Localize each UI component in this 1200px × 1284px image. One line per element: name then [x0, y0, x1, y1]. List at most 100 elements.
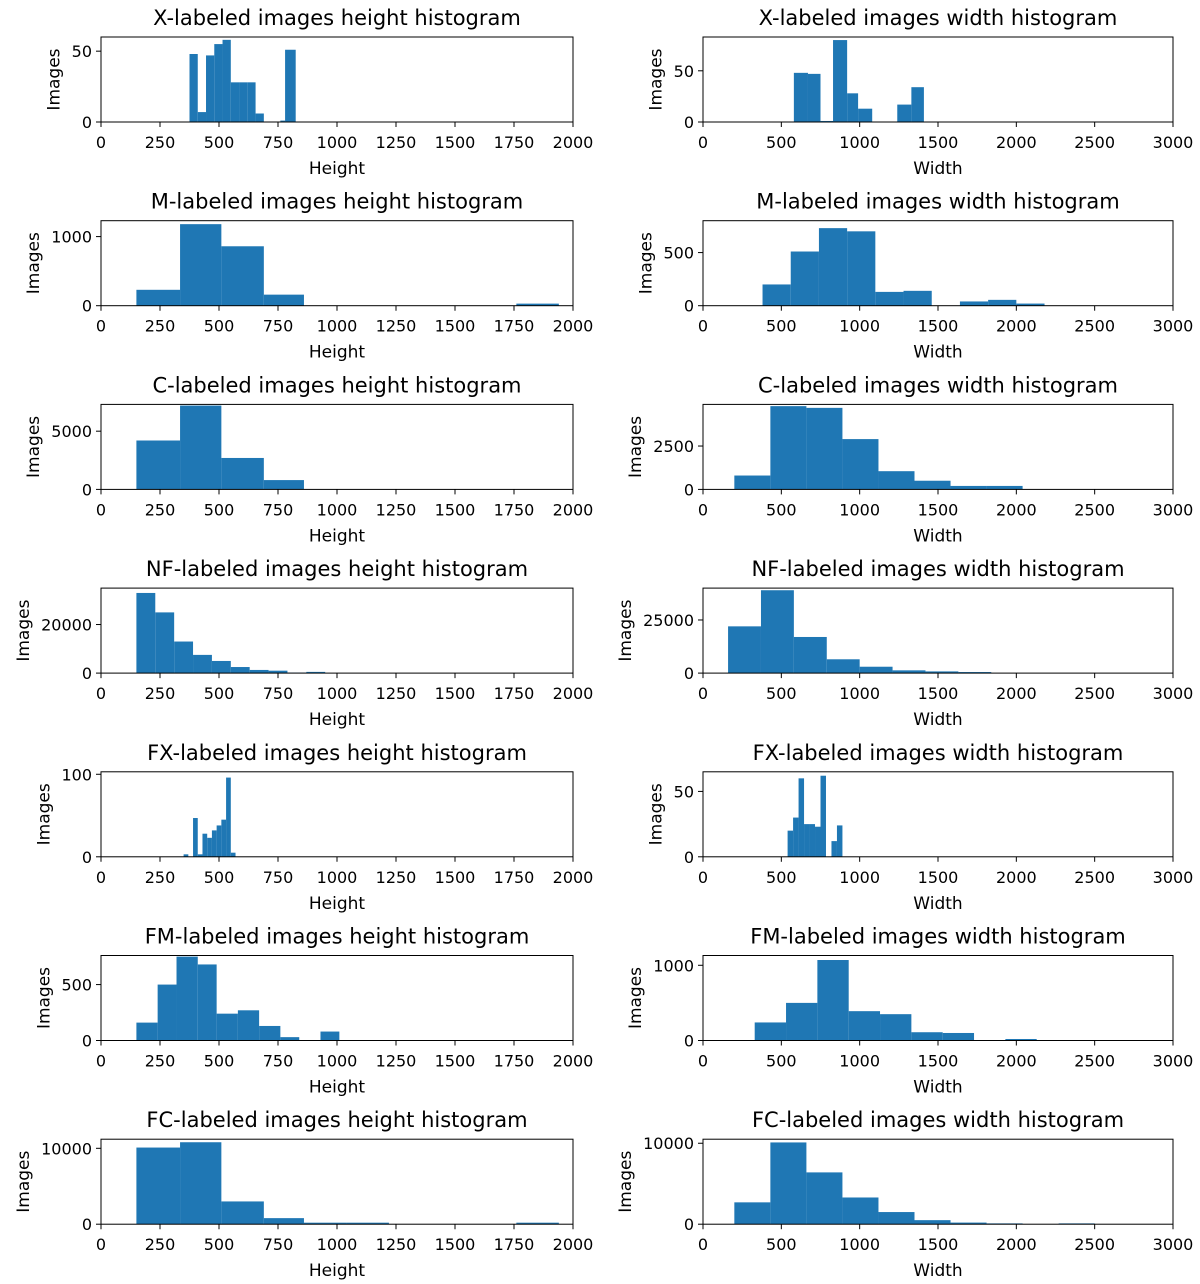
fx-height-xtick-label: 750: [263, 868, 294, 887]
nf-height-xtick-label: 750: [263, 684, 294, 703]
x-width-bar: [820, 120, 834, 122]
fc-width-ylabel: Images: [616, 1151, 636, 1213]
x-height-xtick-label: 1000: [317, 133, 358, 152]
x-height-bar: [230, 82, 240, 122]
m-width-xtick-label: 1500: [918, 317, 959, 336]
fc-width-bar: [770, 1142, 807, 1225]
m-width-ylabel: Images: [636, 232, 656, 294]
fm-width-panel: FM-labeled images width histogram 0 500 100…: [626, 925, 1193, 1098]
fm-width-xlabel: Width: [913, 1078, 962, 1098]
c-width-xtick-label: 2000: [996, 500, 1037, 519]
fx-height-xtick-label: 1750: [494, 868, 535, 887]
c-width-bar: [878, 471, 915, 490]
c-width-bar: [914, 480, 951, 490]
nf-height-xtick-label: 1000: [317, 684, 358, 703]
x-height-bar: [239, 82, 248, 122]
fc-width-panel: FC-labeled images width histogram 0 500 100…: [616, 1108, 1193, 1281]
fc-width-xtick-label: 2500: [1074, 1235, 1115, 1254]
fm-height-panel: FM-labeled images height histogram 0 250 50…: [34, 925, 593, 1098]
fc-width-xlabel: Width: [913, 1261, 962, 1281]
x-height-ytick-label: 0: [82, 113, 92, 132]
fc-width-xtick-label: 1500: [918, 1235, 959, 1254]
nf-width-title: NF-labeled images width histogram: [751, 557, 1124, 581]
nf-width-ytick-label: 25000: [643, 611, 694, 630]
fc-height-bar: [180, 1142, 222, 1225]
nf-width-bar: [760, 590, 794, 674]
c-width-bar: [806, 407, 843, 490]
m-height-xlabel: Height: [309, 343, 366, 363]
m-height-xtick-label: 750: [263, 317, 294, 336]
x-width-xtick-label: 1500: [918, 133, 959, 152]
c-height-bar: [221, 457, 264, 490]
m-width-bar: [959, 301, 989, 306]
fc-width-bar: [878, 1212, 915, 1225]
fc-height-panel: FC-labeled images height histogram 0 250 50…: [14, 1108, 593, 1281]
m-width-xtick-label: 2000: [996, 317, 1037, 336]
fx-height-title: FX-labeled images height histogram: [147, 741, 527, 765]
m-height-xtick-label: 250: [145, 317, 176, 336]
fm-height-bar: [136, 1022, 158, 1041]
c-width-panel: C-labeled images width histogram 0 500 1000…: [626, 373, 1193, 546]
m-height-xtick-label: 500: [204, 317, 235, 336]
x-height-xlabel: Height: [309, 159, 366, 179]
fm-height-ylabel: Images: [34, 967, 54, 1029]
fm-width-xtick-label: 3000: [1153, 1052, 1194, 1071]
m-width-ytick-label: 0: [684, 297, 694, 316]
fm-height-ytick-label: 500: [61, 976, 92, 995]
fm-height-xtick-label: 2000: [553, 1052, 594, 1071]
nf-width-xtick-label: 0: [698, 684, 708, 703]
x-height-ytick-label: 50: [72, 42, 92, 61]
fc-height-bar: [263, 1218, 304, 1225]
x-height-bar: [189, 54, 198, 122]
fx-width-bar: [798, 778, 805, 857]
nf-height-xlabel: Height: [309, 710, 366, 730]
c-width-ytick-label: 2500: [653, 437, 694, 456]
fx-width-bar: [831, 841, 837, 857]
m-height-ytick-label: 1000: [51, 228, 92, 247]
nf-height-bar: [193, 654, 212, 674]
fm-height-xtick-label: 1250: [376, 1052, 417, 1071]
fm-height-bar: [259, 1025, 281, 1041]
nf-height-bar: [306, 671, 326, 674]
fc-height-bar: [221, 1201, 264, 1225]
fx-height-bar: [207, 837, 212, 857]
fm-width-xtick-label: 500: [766, 1052, 797, 1071]
x-height-xtick-label: 1250: [376, 133, 417, 152]
fm-width-xtick-label: 2500: [1074, 1052, 1115, 1071]
fm-width-bar: [911, 1032, 943, 1041]
nf-width-xtick-label: 3000: [1153, 684, 1194, 703]
c-width-xtick-label: 500: [766, 500, 797, 519]
fx-height-xlabel: Height: [309, 894, 366, 914]
x-width-bar: [847, 93, 859, 122]
x-height-xtick-label: 0: [96, 133, 106, 152]
x-height-xtick-label: 250: [145, 133, 176, 152]
fx-height-bar: [230, 852, 236, 857]
m-width-bar: [1016, 303, 1045, 306]
nf-width-bar: [892, 670, 926, 674]
fx-height-ytick-label: 100: [61, 765, 92, 784]
c-height-bar: [263, 480, 304, 490]
c-height-xtick-label: 1000: [317, 500, 358, 519]
fx-width-axes-frame: [702, 771, 1174, 858]
nf-height-bar: [174, 641, 194, 674]
x-height-bar: [285, 49, 296, 122]
nf-height-bar: [136, 592, 156, 674]
x-width-xtick-label: 2000: [996, 133, 1037, 152]
m-height-bar: [136, 289, 181, 306]
fm-height-bar: [280, 1037, 300, 1041]
c-height-xtick-label: 750: [263, 500, 294, 519]
fm-width-ytick-label: 0: [684, 1032, 694, 1051]
m-height-xtick-label: 1750: [494, 317, 535, 336]
fm-height-bar: [197, 964, 217, 1041]
nf-width-xtick-label: 2000: [996, 684, 1037, 703]
nf-height-bar: [249, 669, 269, 674]
fx-height-bar: [193, 818, 198, 857]
x-width-xtick-label: 1000: [839, 133, 880, 152]
x-width-bar: [833, 40, 848, 122]
nf-height-panel: NF-labeled images height histogram 0 250 50…: [14, 557, 593, 730]
c-height-bar: [136, 440, 181, 490]
fx-width-xtick-label: 0: [698, 868, 708, 887]
c-height-xtick-label: 500: [204, 500, 235, 519]
